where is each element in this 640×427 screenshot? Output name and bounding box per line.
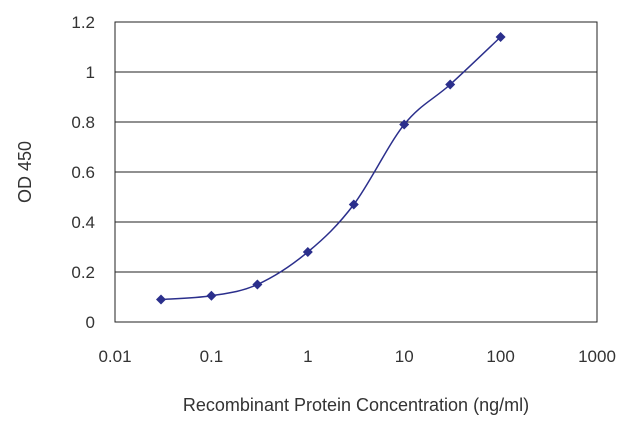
x-tick-labels: 0.01 0.1 1 10 100 1000 — [98, 347, 615, 366]
x-tick-label: 0.01 — [98, 347, 131, 366]
gridlines — [115, 71, 597, 273]
y-tick-label: 0.6 — [71, 163, 95, 182]
data-point-marker — [495, 32, 506, 42]
data-point-marker — [399, 119, 410, 130]
data-point-marker — [155, 294, 166, 305]
data-point-marker — [302, 247, 313, 257]
x-tick-label: 1000 — [578, 347, 616, 366]
x-tick-label: 100 — [486, 347, 514, 366]
y-tick-label: 0.4 — [71, 213, 95, 232]
x-tick-label: 10 — [395, 347, 414, 366]
series-line — [160, 36, 502, 301]
data-markers — [155, 32, 506, 305]
x-tick-label: 0.1 — [200, 347, 224, 366]
y-tick-labels: 0 0.2 0.4 0.6 0.8 1 1.2 — [71, 13, 95, 332]
y-tick-label: 1 — [86, 63, 95, 82]
y-tick-label: 0.8 — [71, 113, 95, 132]
data-point-marker — [445, 79, 456, 90]
y-tick-label: 0.2 — [71, 263, 95, 282]
x-tick-label: 1 — [303, 347, 312, 366]
data-point-marker — [252, 279, 263, 290]
plot-area-frame — [114, 21, 598, 323]
x-axis-title: Recombinant Protein Concentration (ng/ml… — [183, 395, 529, 415]
y-tick-label: 0 — [86, 313, 95, 332]
data-point-marker — [206, 290, 217, 301]
data-point-marker — [348, 199, 359, 210]
y-axis-title: OD 450 — [15, 141, 35, 203]
y-tick-label: 1.2 — [71, 13, 95, 32]
